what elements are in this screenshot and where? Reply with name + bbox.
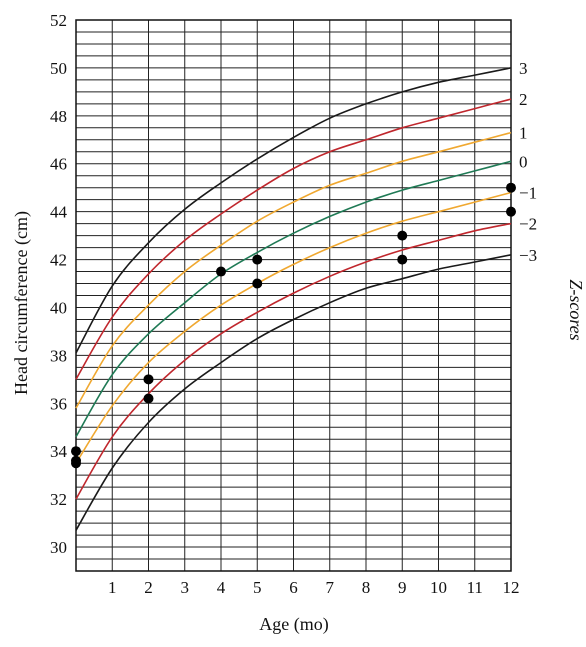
x-tick-label: 2 [144, 578, 153, 597]
y-tick-label: 40 [50, 298, 67, 317]
z-scores-axis-label: Z-scores [566, 279, 586, 340]
y-axis-label: Head circumference (cm) [11, 211, 32, 395]
y-tick-label: 34 [50, 442, 68, 461]
z-score-curves [75, 67, 512, 531]
measurement-points [71, 182, 516, 469]
z-score-label: 2 [519, 90, 528, 109]
data-point [506, 182, 516, 193]
z-score-label: 1 [519, 124, 528, 143]
x-tick-label: 6 [289, 578, 298, 597]
z-score-curve [75, 131, 512, 409]
y-tick-label: 42 [50, 251, 67, 270]
x-tick-label: 8 [362, 578, 371, 597]
data-point [216, 266, 226, 277]
plot-border [75, 19, 512, 572]
z-score-curve [75, 254, 512, 531]
z-score-curve [75, 98, 512, 380]
x-tick-label: 3 [181, 578, 190, 597]
x-tick-label: 5 [253, 578, 262, 597]
z-score-curve [75, 160, 512, 438]
y-tick-label: 32 [50, 490, 67, 509]
y-tick-label: 46 [50, 155, 67, 174]
plot-frame [75, 19, 512, 572]
y-tick-label: 36 [50, 394, 67, 413]
data-point [71, 446, 81, 457]
data-point [506, 206, 516, 217]
z-score-label: −1 [519, 183, 537, 202]
z-score-label: −3 [519, 246, 537, 265]
y-tick-label: 50 [50, 59, 67, 78]
y-tick-label: 44 [50, 203, 68, 222]
y-tick-label: 38 [50, 346, 67, 365]
data-point [143, 393, 154, 404]
x-tick-label: 11 [467, 578, 483, 597]
y-tick-label: 30 [50, 538, 67, 557]
x-tick-label: 12 [503, 578, 520, 597]
data-point [397, 254, 408, 265]
z-score-curve [75, 191, 512, 464]
grid [75, 19, 512, 572]
z-score-label: 3 [519, 59, 528, 78]
z-score-curve [75, 67, 512, 354]
x-tick-label: 10 [430, 578, 447, 597]
x-tick-label: 9 [398, 578, 407, 597]
y-tick-label: 52 [50, 11, 67, 30]
x-axis-label: Age (mo) [259, 614, 328, 635]
y-tick-label: 48 [50, 107, 67, 126]
z-score-label: 0 [519, 152, 528, 171]
data-point [252, 254, 263, 265]
data-point [143, 374, 154, 385]
x-tick-label: 7 [326, 578, 335, 597]
x-tick-label: 1 [108, 578, 117, 597]
data-point [71, 458, 81, 469]
data-point [252, 278, 263, 289]
x-tick-label: 4 [217, 578, 226, 597]
z-score-label: −2 [519, 215, 537, 234]
data-point [397, 230, 408, 241]
z-score-labels: 3 2 1 0 −1 −2 −3 [519, 59, 537, 265]
